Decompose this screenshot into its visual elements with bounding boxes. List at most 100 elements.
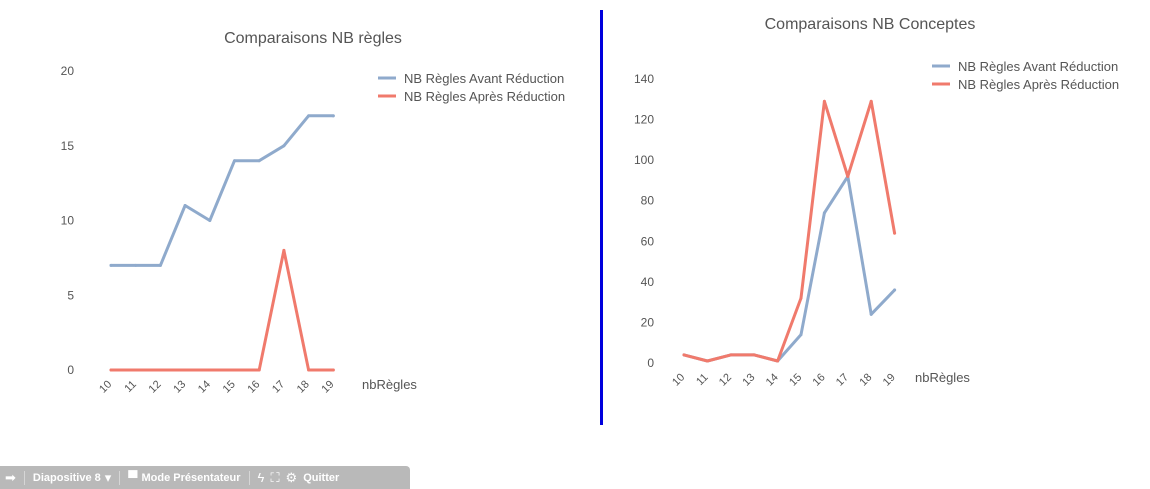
data-point: [183, 204, 187, 208]
data-point: [799, 333, 803, 337]
slide-selector[interactable]: Diapositive 8 ▾: [30, 470, 114, 486]
data-point: [233, 368, 236, 372]
data-point: [776, 359, 780, 363]
y-tick-label: 20: [61, 64, 75, 78]
data-point: [752, 353, 756, 357]
x-tick-label: 16: [811, 371, 828, 388]
data-point: [893, 288, 897, 292]
data-point: [233, 159, 236, 163]
legend-label: NB Règles Après Réduction: [404, 89, 565, 104]
y-tick-label: 15: [61, 139, 75, 153]
data-point: [822, 211, 826, 215]
chart-nb-conceptes: Comparaisons NB Conceptes 0 20 40 60 80 100 120…: [634, 16, 1119, 389]
data-point: [331, 368, 335, 372]
data-point: [705, 359, 709, 363]
presenter-mode-button[interactable]: ▀ Mode Présentateur: [125, 470, 243, 485]
x-tick-label: 19: [319, 378, 336, 395]
x-tick-label: 10: [97, 378, 114, 395]
data-point: [183, 368, 187, 372]
x-tick-label: 12: [717, 371, 734, 388]
x-axis-label: nbRègles: [915, 370, 970, 385]
x-tick-label: 13: [171, 378, 188, 395]
arrow-right-icon: ➡: [5, 469, 16, 485]
slide-label: Diapositive 8: [32, 471, 101, 484]
data-point: [208, 368, 212, 372]
fullscreen-icon: ⛶: [270, 469, 280, 485]
data-point: [799, 296, 803, 300]
data-point: [846, 174, 850, 178]
data-point: [893, 231, 897, 235]
x-tick-label: 17: [834, 371, 851, 388]
data-point: [682, 353, 686, 357]
toolbar-separator: [248, 470, 250, 485]
x-tick-label: 11: [122, 378, 139, 395]
y-tick-label: 0: [647, 356, 654, 370]
x-axis-label: nbRègles: [362, 377, 417, 392]
data-point: [282, 248, 286, 252]
data-point: [109, 368, 113, 372]
chart-nb-regles: Comparaisons NB règles 0 5 10 15 20 10 11 12 13 14…: [61, 30, 566, 396]
next-slide-button[interactable]: ➡: [2, 470, 19, 486]
series-line-2: [109, 248, 335, 372]
x-tick-label: 11: [694, 371, 711, 388]
annotate-button[interactable]: ϟ: [255, 470, 268, 485]
toolbar-separator: [23, 470, 25, 485]
data-point: [307, 114, 311, 118]
gear-icon: ⚙: [285, 469, 298, 485]
data-point: [208, 219, 212, 222]
data-point: [109, 263, 113, 267]
x-tick-label: 14: [764, 371, 781, 388]
legend-label: NB Règles Avant Réduction: [404, 71, 564, 86]
series-line-2: [682, 99, 897, 363]
settings-button[interactable]: ⚙: [283, 470, 301, 486]
y-tick-label: 120: [634, 113, 654, 127]
presentation-toolbar: ➡ Diapositive 8 ▾ ▀ Mode Présentateur ϟ …: [0, 466, 410, 489]
data-point: [158, 368, 162, 372]
y-tick-label: 40: [641, 275, 655, 289]
data-point: [729, 353, 733, 357]
data-point: [134, 368, 138, 372]
vertical-divider: [600, 10, 603, 425]
data-point: [822, 99, 826, 103]
x-tick-label: 15: [787, 371, 804, 388]
y-tick-label: 60: [641, 234, 655, 248]
presenter-label: Mode Présentateur: [141, 471, 241, 484]
y-tick-label: 80: [641, 194, 655, 208]
data-point: [331, 114, 335, 118]
data-point: [158, 263, 162, 267]
y-tick-label: 100: [634, 153, 654, 167]
data-point: [257, 159, 261, 163]
toolbar-separator: [119, 470, 121, 485]
chart-title: Comparaisons NB Conceptes: [765, 16, 976, 33]
y-tick-label: 5: [67, 288, 74, 302]
fullscreen-button[interactable]: ⛶: [267, 470, 282, 486]
chart-title: Comparaisons NB règles: [224, 30, 402, 47]
x-tick-label: 18: [295, 378, 312, 395]
y-tick-label: 0: [67, 363, 74, 377]
x-tick-label: 16: [245, 378, 262, 395]
x-tick-label: 13: [740, 371, 757, 388]
x-tick-label: 14: [196, 378, 213, 395]
screen-icon: ▀: [128, 470, 138, 485]
quit-button[interactable]: Quitter: [300, 472, 342, 484]
legend-label: NB Règles Après Réduction: [958, 77, 1119, 92]
data-point: [257, 368, 261, 372]
x-tick-label: 18: [857, 371, 874, 388]
data-point: [134, 263, 138, 267]
x-tick-label: 19: [881, 371, 898, 388]
data-point: [869, 312, 873, 316]
data-point: [307, 368, 311, 372]
legend-label: NB Règles Avant Réduction: [958, 59, 1118, 74]
x-tick-label: 15: [221, 378, 238, 395]
y-tick-label: 10: [61, 214, 75, 228]
data-point: [869, 99, 873, 103]
data-point: [282, 144, 286, 148]
quit-label: Quitter: [303, 471, 340, 484]
x-tick-label: 10: [670, 371, 687, 388]
x-tick-label: 12: [147, 378, 164, 395]
y-tick-label: 20: [641, 315, 655, 329]
series-line-1: [109, 114, 335, 267]
chevron-down-icon: ▾: [104, 469, 112, 485]
y-tick-label: 140: [634, 72, 654, 86]
lightning-icon: ϟ: [257, 470, 265, 485]
